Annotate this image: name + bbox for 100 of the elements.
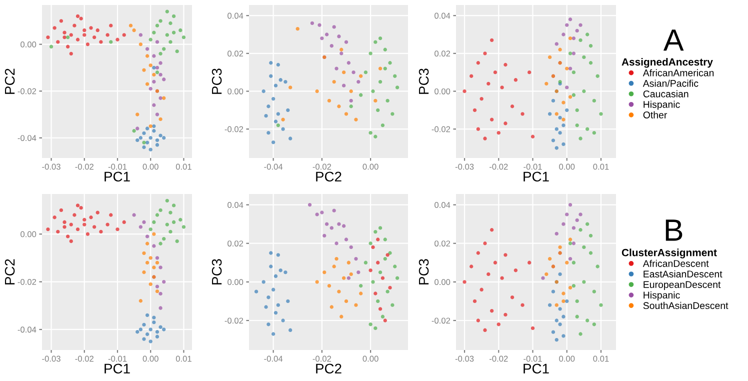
point [308, 202, 312, 207]
y-axis-title: PC2 [4, 68, 15, 94]
point [162, 136, 166, 140]
point [152, 244, 156, 248]
point [152, 320, 156, 324]
y-tick-label: 0.02 [434, 50, 450, 57]
point [568, 66, 572, 70]
point [582, 245, 586, 250]
point [128, 24, 133, 28]
point [62, 35, 66, 40]
point [346, 260, 351, 264]
point [493, 70, 498, 74]
point [332, 264, 336, 268]
point [568, 256, 572, 261]
legend-label: Hispanic [644, 100, 680, 110]
point [46, 227, 50, 232]
point [264, 305, 268, 309]
y-tick-label: 0.04 [434, 12, 450, 19]
point [162, 47, 166, 51]
point [148, 86, 152, 91]
point [155, 289, 160, 294]
point [145, 313, 150, 318]
point [588, 234, 593, 238]
point [76, 14, 80, 18]
point [281, 118, 285, 122]
point [554, 318, 558, 322]
y-axis-title: PC3 [418, 68, 429, 94]
point [388, 251, 392, 255]
point [358, 74, 363, 78]
point [145, 140, 150, 144]
point [318, 23, 322, 27]
point [504, 312, 508, 317]
point [586, 127, 590, 131]
point [69, 239, 73, 244]
point [138, 225, 143, 229]
point [510, 296, 514, 300]
point [322, 270, 326, 274]
point [376, 238, 380, 242]
point [158, 61, 162, 65]
point [152, 220, 156, 224]
point [575, 314, 579, 318]
point [274, 84, 278, 88]
point [72, 24, 76, 28]
point [565, 260, 569, 264]
point [462, 280, 466, 284]
point [145, 234, 150, 238]
point [158, 208, 162, 212]
point [352, 70, 356, 74]
point [374, 326, 378, 330]
point [276, 253, 280, 257]
point [356, 80, 360, 84]
point [145, 242, 150, 246]
y-tick-label: 0.00 [228, 88, 244, 94]
point [592, 322, 596, 326]
y-axis-title: PC3 [212, 68, 222, 94]
point [269, 251, 273, 255]
point [334, 66, 338, 70]
point [168, 40, 172, 44]
point [568, 18, 572, 22]
point [483, 136, 487, 140]
point [483, 242, 487, 246]
x-tick-label: -0.02 [75, 356, 94, 362]
point [472, 108, 477, 112]
point [172, 204, 176, 208]
point [286, 299, 290, 304]
point [86, 42, 90, 46]
point [364, 70, 368, 74]
point [344, 40, 348, 44]
point [155, 70, 160, 74]
point [332, 25, 336, 29]
point [89, 26, 93, 30]
point [148, 282, 152, 286]
point [271, 332, 276, 336]
point [276, 112, 280, 116]
point [586, 32, 590, 36]
x-tick-label: 0.01 [176, 356, 192, 362]
point [310, 21, 314, 25]
x-tick-label: -0.01 [108, 356, 127, 362]
point [72, 213, 76, 217]
point [152, 80, 156, 84]
y-axis-title: PC3 [212, 259, 222, 284]
point [342, 224, 346, 228]
point [276, 303, 280, 307]
legend-title: ClusterAssignment [622, 248, 717, 258]
point [575, 108, 579, 112]
point [106, 222, 110, 226]
point [116, 38, 120, 42]
point [496, 131, 500, 135]
point [155, 330, 160, 334]
point [349, 98, 353, 103]
y-axis-title: PC3 [418, 259, 429, 284]
point [354, 256, 358, 261]
point [562, 314, 566, 318]
point [320, 36, 324, 40]
point [486, 272, 490, 276]
point [562, 142, 566, 146]
point [504, 122, 508, 126]
y-tick-label: 0.00 [20, 231, 36, 238]
point [116, 227, 120, 232]
point [288, 136, 292, 140]
